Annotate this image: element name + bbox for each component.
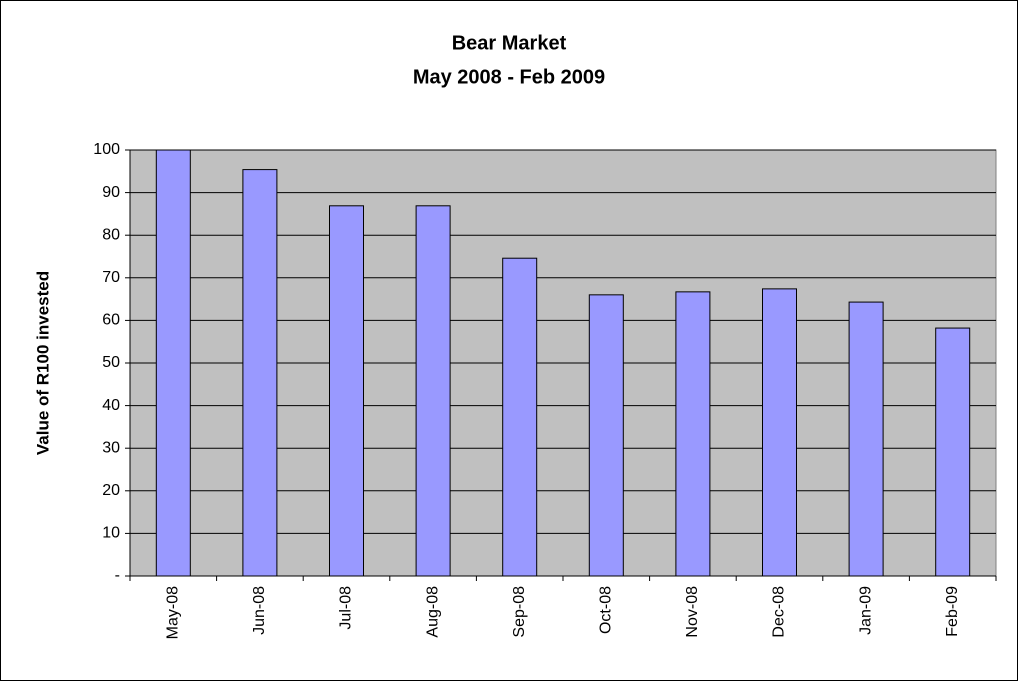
bar xyxy=(848,301,884,577)
y-tick-label: 70 xyxy=(102,269,120,286)
x-tick-label: Sep-08 xyxy=(511,586,528,638)
bar xyxy=(675,291,711,577)
y-tick-label: - xyxy=(115,567,120,584)
bar xyxy=(155,149,191,577)
bar xyxy=(242,169,278,577)
y-tick-label: 30 xyxy=(102,439,120,456)
bar xyxy=(329,205,364,577)
x-tick-label: Oct-08 xyxy=(598,586,615,634)
y-tick-label: 20 xyxy=(102,482,120,499)
y-axis-label: Value of R100 invested xyxy=(33,271,52,455)
x-tick-label: Jul-08 xyxy=(338,586,355,630)
y-tick-label: 90 xyxy=(102,184,120,201)
bar xyxy=(762,288,797,577)
x-tick-label: Aug-08 xyxy=(424,586,441,638)
x-tick-label: Dec-08 xyxy=(771,586,788,638)
bar xyxy=(935,327,971,577)
x-tick-label: Jan-09 xyxy=(857,586,874,635)
bar xyxy=(502,257,538,577)
x-tick-label: Feb-09 xyxy=(944,586,961,637)
chart-title: Bear Market xyxy=(452,32,567,54)
x-tick-label: May-08 xyxy=(165,586,182,639)
y-tick-label: 50 xyxy=(102,354,120,371)
y-tick-label: 40 xyxy=(102,397,120,414)
y-tick-label: 80 xyxy=(102,226,120,243)
bar xyxy=(415,205,451,577)
y-tick-label: 100 xyxy=(93,141,120,158)
x-tick-label: Jun-08 xyxy=(251,586,268,635)
x-tick-label: Nov-08 xyxy=(684,586,701,638)
y-tick-label: 60 xyxy=(102,312,120,329)
chart-subtitle: May 2008 - Feb 2009 xyxy=(413,66,605,88)
y-tick-label: 10 xyxy=(102,525,120,542)
bar xyxy=(588,294,624,577)
